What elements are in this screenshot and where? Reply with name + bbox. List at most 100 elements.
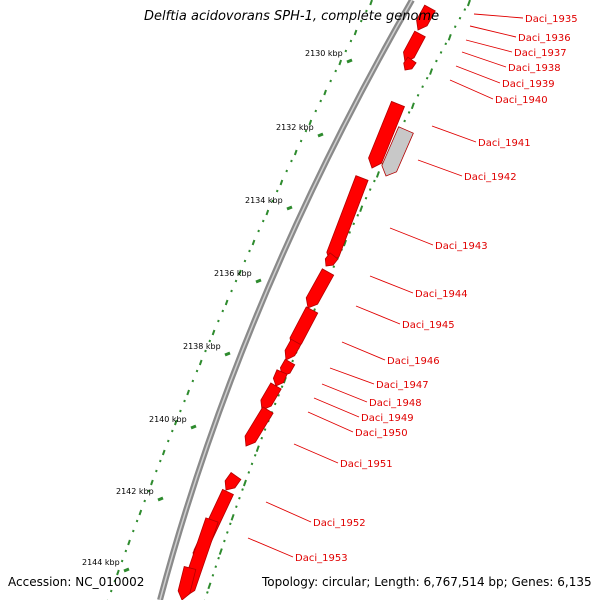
gene-leader-line xyxy=(469,25,517,38)
gene-track xyxy=(177,4,436,600)
gc-outer-tick xyxy=(447,33,452,41)
gc-outer-tick xyxy=(410,102,415,110)
gene-arrow xyxy=(244,406,274,447)
gc-outer-tick xyxy=(217,556,220,560)
gc-inner-tick xyxy=(319,99,322,103)
gene-arrow xyxy=(403,56,417,71)
gc-outer-tick xyxy=(235,505,238,509)
gc-outer-tick xyxy=(368,188,372,191)
gc-inner-tick xyxy=(323,89,327,96)
pseudogene-arrow xyxy=(381,126,414,177)
kbp-tick xyxy=(224,351,231,357)
gene-arrow xyxy=(416,4,436,31)
gc-outer-tick xyxy=(253,453,257,457)
gene-arrow xyxy=(324,252,339,267)
gene-label: Daci_1948 xyxy=(369,398,422,409)
gene-arrow xyxy=(177,566,197,600)
gene-arrow xyxy=(260,382,282,411)
gc-inner-tick xyxy=(198,359,203,366)
gc-outer-tick xyxy=(352,222,356,226)
kbp-label: 2138 kbp xyxy=(183,342,221,351)
gc-inner-tick xyxy=(155,469,158,473)
gc-inner-tick xyxy=(179,409,182,413)
gene-label: Daci_1949 xyxy=(361,413,414,424)
gc-outer-tick xyxy=(214,565,218,569)
gc-outer-tick xyxy=(466,0,471,7)
gc-outer-tick xyxy=(416,93,420,97)
gc-inner-tick xyxy=(174,419,178,426)
gc-outer-tick xyxy=(247,471,251,474)
gc-inner-tick xyxy=(171,429,174,433)
kbp-tick xyxy=(286,205,293,211)
gc-inner-tick xyxy=(279,179,284,186)
kbp-label: 2134 kbp xyxy=(245,196,283,205)
kbp-tick xyxy=(255,278,262,284)
gene-label: Daci_1952 xyxy=(313,518,366,529)
gc-outer-tick xyxy=(273,402,277,406)
gc-outer-tick xyxy=(223,539,226,543)
gc-outer-tick xyxy=(206,591,209,594)
gc-inner-tick xyxy=(120,559,124,563)
gene-label: Daci_1945 xyxy=(402,320,455,331)
gene-leader-line xyxy=(461,51,507,68)
gc-inner-tick xyxy=(143,499,146,503)
kbp-label: 2144 kbp xyxy=(82,558,120,567)
gene-label: Daci_1936 xyxy=(518,33,571,44)
gc-outer-tick xyxy=(260,436,264,440)
gene-label: Daci_1951 xyxy=(340,459,393,470)
gc-outer-tick xyxy=(250,462,254,466)
gene-label: Daci_1942 xyxy=(464,172,517,183)
gc-inner-tick xyxy=(127,539,131,546)
kbp-tick xyxy=(190,424,197,430)
gc-inner-tick xyxy=(113,579,117,583)
gene-label: Daci_1938 xyxy=(508,63,561,74)
gene-arrow xyxy=(305,268,335,309)
gc-inner-tick xyxy=(314,109,318,113)
gc-outer-tick xyxy=(280,385,284,389)
gc-outer-tick xyxy=(435,59,438,63)
gc-inner-tick xyxy=(257,229,260,233)
gene-label: Daci_1940 xyxy=(495,95,548,106)
gc-inner-tick xyxy=(265,209,270,216)
gene-label: Daci_1946 xyxy=(387,356,440,367)
gc-inner-tick xyxy=(334,69,337,73)
gc-outer-tick xyxy=(255,445,260,453)
gc-outer-tick xyxy=(230,513,235,521)
gene-label: Daci_1935 xyxy=(525,14,578,25)
gc-inner-tick xyxy=(135,519,139,523)
gene-label: Daci_1943 xyxy=(435,241,488,252)
gene-label: Daci_1944 xyxy=(415,289,468,300)
gc-outer-tick xyxy=(403,119,406,123)
gc-inner-tick xyxy=(261,219,265,223)
gene-label: Daci_1947 xyxy=(376,380,429,391)
gc-outer-tick xyxy=(238,496,241,500)
gc-inner-tick xyxy=(369,0,373,6)
gc-inner-tick xyxy=(290,159,293,163)
gc-outer-tick xyxy=(263,428,267,431)
gene-leader-line xyxy=(307,411,354,433)
gene-leader-line xyxy=(417,159,463,177)
gene-leader-line xyxy=(465,39,513,53)
gene-label: Daci_1950 xyxy=(355,428,408,439)
kbp-tick xyxy=(346,58,353,64)
kbp-label: 2142 kbp xyxy=(116,487,154,496)
gc-outer-tick xyxy=(439,51,443,54)
gc-outer-tick xyxy=(375,171,380,178)
gene-leader-line xyxy=(389,227,434,246)
gc-inner-tick xyxy=(230,289,233,293)
gc-inner-tick xyxy=(217,319,220,323)
gene-arrow xyxy=(326,175,369,263)
gc-inner-tick xyxy=(293,149,298,156)
gc-outer-tick xyxy=(429,68,434,75)
gc-inner-tick xyxy=(338,59,343,66)
gc-inner-tick xyxy=(116,569,120,576)
gc-inner-tick xyxy=(211,329,216,336)
gc-inner-tick xyxy=(132,529,135,533)
gene-leader-line xyxy=(455,65,501,84)
gene-leader-line xyxy=(355,305,401,325)
gc-inner-tick xyxy=(251,239,256,246)
gc-outer-tick xyxy=(291,359,294,363)
gene-leader-line xyxy=(265,501,312,523)
accession-text: Accession: NC_010002 xyxy=(8,575,145,589)
